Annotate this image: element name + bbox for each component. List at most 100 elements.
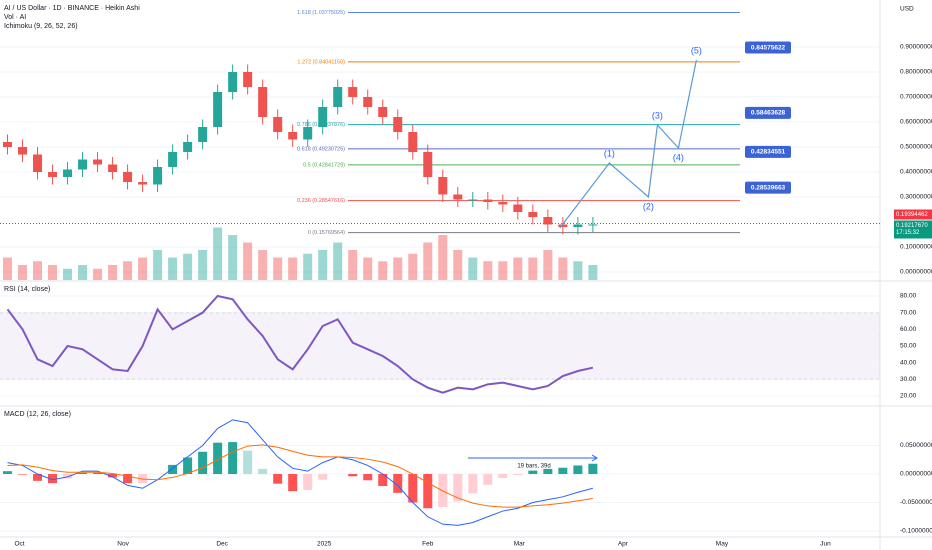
volume-bar: [78, 265, 88, 280]
histogram-bar: [303, 474, 313, 490]
y-tick-label: 0.70000000: [900, 94, 932, 101]
fib-label: 0.236 (0.28547616): [297, 198, 345, 204]
candle-body: [108, 164, 118, 172]
volume-bar: [33, 261, 43, 280]
y-tick-label: 0.05000000: [900, 442, 932, 449]
candle-body: [543, 217, 553, 225]
histogram-bar: [468, 474, 478, 494]
wave-path: [559, 59, 698, 229]
histogram-bar: [408, 474, 418, 503]
y-tick-label: 0.00000000: [900, 269, 932, 276]
candle-body: [138, 182, 148, 185]
histogram-bar: [288, 474, 298, 492]
histogram-bar: [453, 474, 463, 502]
volume-bar: [318, 250, 328, 280]
macd-line: [7, 444, 593, 508]
target-box: [745, 181, 791, 194]
volume-bar: [528, 257, 538, 280]
candle-body: [168, 152, 178, 167]
volume-bar: [588, 265, 598, 280]
y-tick-label: 30.00: [900, 376, 917, 383]
volume-bar: [348, 250, 358, 280]
candle-body: [3, 142, 13, 147]
candle-body: [498, 202, 508, 205]
volume-bar: [168, 257, 178, 280]
histogram-bar: [138, 474, 148, 484]
histogram-bar: [228, 442, 238, 475]
fib-label: 0.5 (0.42841729): [303, 162, 345, 168]
histogram-bar: [483, 474, 493, 485]
candle-body: [588, 224, 598, 226]
x-tick-label: Nov: [117, 541, 129, 548]
histogram-bar: [183, 457, 193, 475]
candle-body: [558, 224, 568, 227]
volume-bar: [408, 253, 418, 280]
y-tick-label: 0.90000000: [900, 44, 932, 51]
measure-label: 19 bars, 39d: [517, 464, 550, 470]
candle-body: [258, 87, 268, 117]
candle-body: [423, 152, 433, 177]
y-tick-label: 60.00: [900, 326, 917, 333]
price-label: 0.19394462: [896, 212, 928, 218]
volume-bar: [198, 250, 208, 280]
volume-bar: [213, 227, 223, 280]
histogram-bar: [258, 468, 268, 475]
x-tick-label: Feb: [422, 541, 434, 548]
target-label: 0.28539663: [751, 184, 786, 191]
indicator-label: Ichimoku (9, 26, 52, 26): [4, 23, 78, 30]
histogram-bar: [108, 474, 118, 478]
rsi-title: RSI (14, close): [4, 286, 50, 293]
price-box: [894, 209, 932, 220]
fib-label: 1.618 (1.03775025): [297, 10, 345, 16]
candle-body: [243, 72, 253, 87]
candle-body: [48, 172, 58, 177]
candle-body: [33, 154, 43, 172]
target-label: 0.58463628: [751, 110, 786, 117]
target-label: 0.84575622: [751, 44, 786, 51]
x-tick-label: Dec: [216, 541, 228, 548]
volume-bar: [3, 257, 13, 280]
histogram-bar: [348, 474, 358, 477]
histogram-bar: [513, 474, 523, 476]
y-tick-label: 70.00: [900, 309, 917, 316]
y-tick-label: 0.60000000: [900, 119, 932, 126]
histogram-bar: [423, 474, 433, 509]
volume-bar: [423, 242, 433, 280]
y-tick-label: 80.00: [900, 293, 917, 300]
volume-bar: [378, 261, 388, 280]
volume-bar: [558, 257, 568, 280]
candle-body: [63, 169, 73, 177]
candle-body: [123, 172, 133, 182]
candle-body: [273, 117, 283, 132]
candle-body: [378, 107, 388, 117]
symbol-title: AI / US Dollar · 1D · BINANCE · Heikin A…: [4, 5, 140, 12]
volume-bar: [288, 257, 298, 280]
volume-bar: [243, 242, 253, 280]
volume-bar: [453, 250, 463, 280]
candle-body: [93, 159, 103, 165]
target-box: [745, 106, 791, 119]
volume-bar: [138, 257, 148, 280]
wave-label: (3): [652, 110, 663, 120]
volume-bar: [93, 268, 103, 280]
wave-label: (2): [643, 201, 654, 211]
x-tick-label: May: [716, 541, 729, 548]
volume-bar: [273, 257, 283, 280]
histogram-bar: [318, 474, 328, 480]
candle-body: [483, 199, 493, 202]
histogram-bar: [18, 474, 28, 475]
y-tick-label: -0.10000000: [900, 528, 932, 535]
x-tick-label: Apr: [618, 541, 629, 548]
candle-body: [408, 132, 418, 152]
volume-bar: [393, 257, 403, 280]
y-tick-label: 0.40000000: [900, 169, 932, 176]
candle-body: [288, 132, 298, 140]
price-box: [894, 220, 932, 239]
candle-body: [153, 167, 163, 185]
y-tick-label: 0.50000000: [900, 144, 932, 151]
volume-bar: [363, 257, 373, 280]
wave-label: (5): [691, 45, 702, 55]
candle-body: [303, 127, 313, 140]
volume-bar: [468, 257, 478, 280]
